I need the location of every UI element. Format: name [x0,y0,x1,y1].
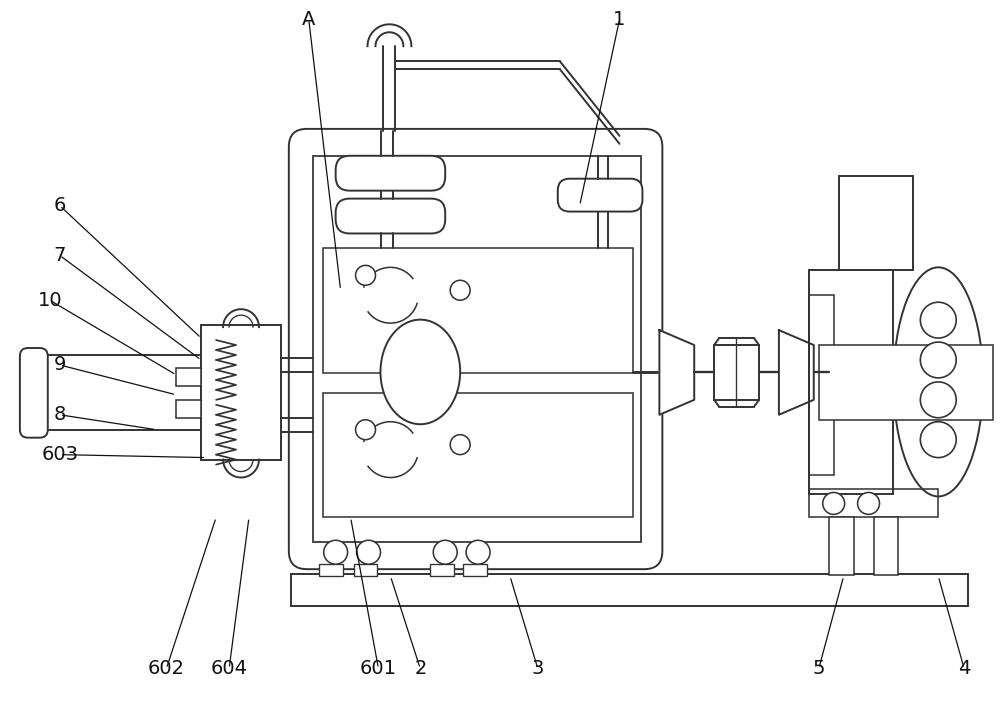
Bar [291,574,968,606]
Bar [829,518,854,575]
Ellipse shape [380,320,460,425]
Text: 5: 5 [812,660,825,678]
Bar [809,295,834,474]
Bar [874,518,898,575]
Polygon shape [779,330,814,415]
Text: 601: 601 [360,660,397,678]
Bar [176,400,201,417]
FancyBboxPatch shape [336,155,445,191]
Circle shape [450,435,470,454]
Bar [323,248,633,373]
Text: 604: 604 [211,660,248,678]
Circle shape [324,540,348,564]
Circle shape [356,420,375,439]
Text: 9: 9 [54,356,66,374]
Bar [430,564,454,576]
Bar [463,564,487,576]
Text: 6: 6 [54,196,66,215]
Circle shape [357,540,380,564]
Text: 7: 7 [54,246,66,265]
Bar [809,489,938,518]
Bar [714,345,759,400]
Bar [819,345,993,420]
Text: 603: 603 [41,445,78,464]
Circle shape [920,382,956,417]
Text: 1: 1 [613,10,626,29]
Text: 2: 2 [414,660,427,678]
Circle shape [466,540,490,564]
Bar [176,368,201,386]
Circle shape [433,540,457,564]
Circle shape [450,280,470,300]
Text: 602: 602 [148,660,185,678]
FancyBboxPatch shape [558,179,642,212]
Text: A: A [302,10,315,29]
Bar [313,155,641,542]
FancyBboxPatch shape [20,348,48,437]
Bar [319,564,343,576]
FancyBboxPatch shape [289,129,662,569]
Ellipse shape [893,268,983,496]
Circle shape [920,422,956,458]
Polygon shape [659,330,694,415]
Bar [354,564,377,576]
Text: 4: 4 [958,660,970,678]
Text: 8: 8 [54,405,66,425]
Bar [27,355,201,430]
Bar [323,393,633,518]
Circle shape [920,302,956,338]
Bar [839,175,913,271]
Circle shape [920,342,956,378]
Bar [201,325,281,459]
Bar [809,271,893,494]
Circle shape [356,266,375,285]
Circle shape [858,493,880,514]
Circle shape [823,493,845,514]
Text: 3: 3 [532,660,544,678]
Text: 10: 10 [37,290,62,310]
FancyBboxPatch shape [336,199,445,234]
